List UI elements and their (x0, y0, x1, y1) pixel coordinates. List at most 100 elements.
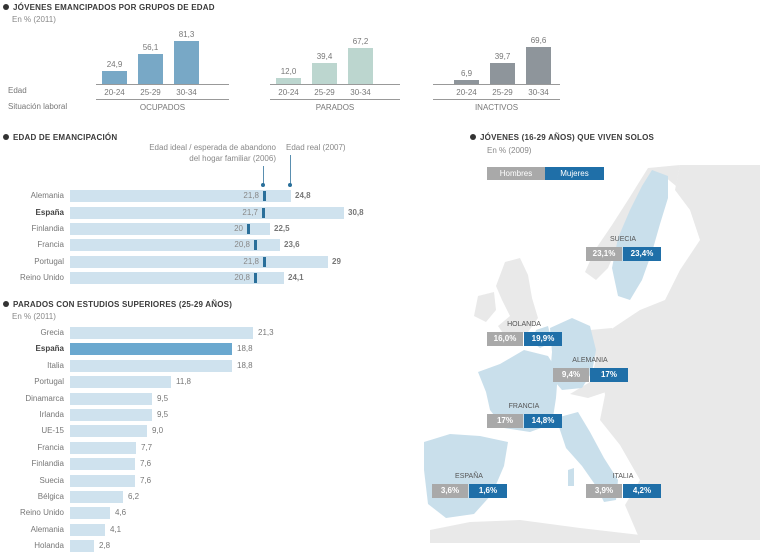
bar-value-label: 9,5 (157, 410, 169, 419)
age-tick-label: 30-34 (176, 88, 197, 97)
map-value-mujeres: 14,8% (524, 414, 562, 428)
chart3-title: PARADOS CON ESTUDIOS SUPERIORES (25-29 A… (3, 300, 232, 309)
bar-real-age (70, 239, 280, 251)
real-age-value: 24,1 (288, 273, 304, 282)
annotation-real-pointer (290, 155, 291, 186)
bar-value-label: 21,3 (258, 328, 274, 337)
map-value-hombres: 9,4% (553, 368, 589, 382)
bar-alemania (70, 524, 105, 536)
age-tick-label: 20-24 (456, 88, 477, 97)
map-land-africa (430, 520, 640, 543)
bar-bélgica (70, 491, 123, 503)
map-land-uk (496, 258, 538, 336)
annotation-ideal-pointer (263, 166, 264, 186)
bar-value-label: 7,7 (141, 443, 153, 452)
row-label: Reino Unido (19, 508, 64, 517)
map-value-mujeres: 1,6% (469, 484, 507, 498)
map-country-label: ITALIA (612, 473, 634, 480)
chart1-status-row-label: Situación laboral (8, 102, 68, 111)
group-label-ocupados: OCUPADOS (139, 103, 186, 112)
row-label: Holanda (34, 541, 64, 550)
marker-ideal-age (263, 257, 266, 267)
annotation-real-dot (288, 183, 292, 187)
map-country-label: FRANCIA (508, 403, 540, 410)
row-label: España (35, 208, 64, 217)
bar-francia (70, 442, 136, 454)
bar-value-label: 2,8 (99, 541, 111, 550)
bar-value-label: 7,6 (140, 476, 152, 485)
bar-value-label: 56,1 (142, 43, 159, 52)
chart4-title-text: JÓVENES (16-29 AÑOS) QUE VIVEN SOLOS (480, 133, 655, 142)
map-value-hombres: 23,1% (586, 247, 622, 261)
chart1-title-text: JÓVENES EMANCIPADOS POR GRUPOS DE EDAD (13, 3, 215, 12)
bar-value-label: 39,7 (494, 52, 511, 61)
chart2-title-text: EDAD DE EMANCIPACIÓN (13, 133, 118, 142)
group-baseline (96, 84, 229, 85)
row-label: Suecia (39, 476, 64, 485)
bar-value-label: 67,2 (352, 37, 369, 46)
chart4-subtitle: En % (2009) (487, 146, 532, 155)
map-country-label: HOLANDA (507, 321, 541, 328)
row-label: Alemania (30, 525, 64, 534)
bar-ocupados-20-24 (102, 71, 127, 84)
row-label: Irlanda (39, 410, 64, 419)
bar-value-label: 11,8 (176, 377, 191, 386)
chart2-title: EDAD DE EMANCIPACIÓN (3, 133, 117, 142)
age-tick-label: 20-24 (104, 88, 125, 97)
row-label: Finlandia (31, 459, 64, 468)
bar-ocupados-30-34 (174, 41, 199, 84)
row-label: Francia (37, 240, 64, 249)
age-tick-label: 30-34 (528, 88, 549, 97)
map-value-mujeres: 4,2% (623, 484, 661, 498)
marker-ideal-age (263, 191, 266, 201)
chart1-subtitle: En % (2011) (12, 15, 56, 24)
annotation-real: Edad real (2007) (286, 143, 346, 152)
bar-parados-25-29 (312, 63, 337, 84)
bar-suecia (70, 475, 135, 487)
bar-inactivos-30-34 (526, 47, 551, 84)
row-label: Bélgica (37, 492, 64, 501)
map-value-mujeres: 17% (590, 368, 628, 382)
bar-value-label: 24,9 (106, 60, 123, 69)
bar-value-label: 81,3 (178, 30, 195, 39)
group-label-parados: PARADOS (315, 103, 355, 112)
bar-inactivos-25-29 (490, 63, 515, 84)
bar-italia (70, 360, 232, 372)
chart3-title-text: PARADOS CON ESTUDIOS SUPERIORES (25-29 A… (13, 300, 233, 309)
map-value-hombres: 17% (487, 414, 523, 428)
bar-real-age (70, 223, 270, 235)
chart3-subtitle: En % (2011) (12, 312, 56, 321)
map-france (478, 350, 558, 432)
marker-ideal-age (254, 273, 257, 283)
row-label: Portugal (34, 377, 64, 386)
chart1-age-row-label: Edad (8, 86, 27, 95)
bar-inactivos-20-24 (454, 80, 479, 84)
map-country-label: SUECIA (609, 236, 637, 243)
map-value-hombres: 3,9% (586, 484, 622, 498)
bar-irlanda (70, 409, 152, 421)
bar-value-label: 9,5 (157, 394, 169, 403)
chart1-title: JÓVENES EMANCIPADOS POR GRUPOS DE EDAD (3, 3, 215, 12)
bar-holanda (70, 540, 94, 552)
map-italy (556, 412, 618, 502)
bar-value-label: 39,4 (316, 52, 333, 61)
bullet-icon (3, 300, 9, 307)
map-value-hombres: 3,6% (432, 484, 468, 498)
ideal-age-value: 20,8 (234, 240, 250, 249)
bar-real-age (70, 190, 291, 202)
row-label: España (35, 344, 64, 353)
bullet-icon (3, 3, 9, 10)
age-tick-label: 25-29 (314, 88, 335, 97)
bar-value-label: 7,6 (140, 459, 152, 468)
ideal-age-value: 21,7 (242, 208, 258, 217)
real-age-value: 29 (332, 257, 341, 266)
bullet-icon (470, 133, 476, 140)
bar-reino-unido (70, 507, 110, 519)
ideal-age-value: 21,8 (243, 257, 259, 266)
annotation-ideal-line1: Edad ideal / esperada de abandono (149, 143, 276, 152)
bar-value-label: 69,6 (530, 36, 547, 45)
row-label: Italia (47, 361, 64, 370)
bar-españa (70, 343, 232, 355)
bar-parados-20-24 (276, 78, 301, 84)
age-tick-label: 20-24 (278, 88, 299, 97)
